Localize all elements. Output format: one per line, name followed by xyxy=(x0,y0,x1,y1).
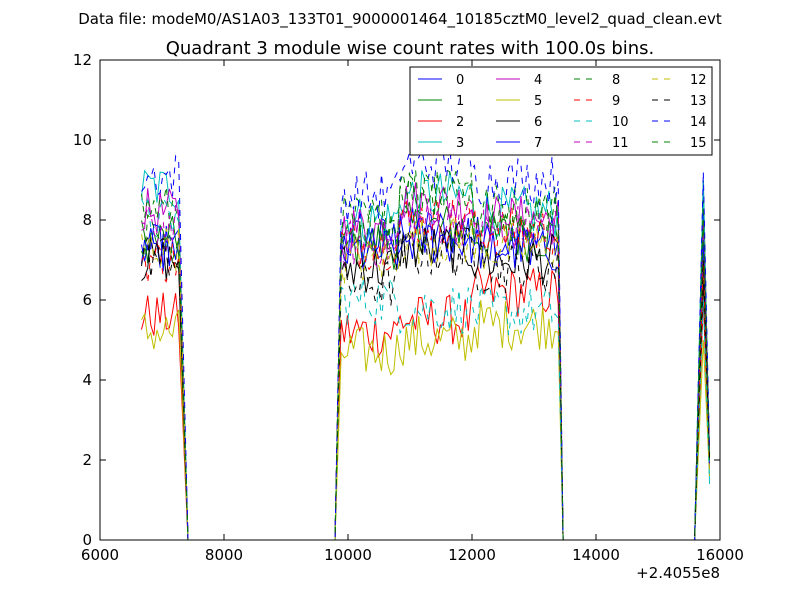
y-tick-label: 10 xyxy=(73,131,92,149)
series-line-6 xyxy=(141,220,710,541)
legend-label-7: 7 xyxy=(534,136,542,151)
legend-label-8: 8 xyxy=(612,73,620,88)
plot-area xyxy=(141,141,710,541)
x-tick-label: 16000 xyxy=(696,546,744,564)
y-tick-label: 12 xyxy=(73,51,92,69)
y-tick-label: 8 xyxy=(82,211,92,229)
series-line-10 xyxy=(141,196,710,541)
chart-title: Quadrant 3 module wise count rates with … xyxy=(166,38,655,59)
legend-label-1: 1 xyxy=(456,94,464,109)
series-line-0 xyxy=(141,207,710,541)
y-tick-label: 6 xyxy=(82,291,92,309)
legend-label-6: 6 xyxy=(534,115,542,130)
x-tick-label: 8000 xyxy=(205,546,243,564)
series-line-7 xyxy=(141,214,710,541)
legend-box xyxy=(409,66,713,156)
series-line-2 xyxy=(141,266,710,541)
legend-label-3: 3 xyxy=(456,136,464,151)
legend-label-2: 2 xyxy=(456,115,464,130)
series-line-14 xyxy=(141,141,710,541)
x-tick-label: 6000 xyxy=(81,546,119,564)
legend-label-4: 4 xyxy=(534,73,542,88)
series-line-3 xyxy=(141,169,710,541)
series-line-15 xyxy=(141,169,710,541)
x-tick-label: 10000 xyxy=(324,546,372,564)
series-line-12 xyxy=(141,215,710,541)
x-offset-label: +2.4055e8 xyxy=(636,564,720,582)
legend-label-12: 12 xyxy=(690,73,707,88)
x-tick-label: 12000 xyxy=(448,546,496,564)
legend-label-9: 9 xyxy=(612,94,620,109)
x-tick-label: 14000 xyxy=(572,546,620,564)
series-line-13 xyxy=(141,227,710,541)
legend-label-5: 5 xyxy=(534,94,542,109)
legend-label-11: 11 xyxy=(612,136,629,151)
y-tick-label: 0 xyxy=(82,531,92,549)
legend-label-13: 13 xyxy=(690,94,707,109)
y-tick-label: 2 xyxy=(82,451,92,469)
legend-label-10: 10 xyxy=(612,115,629,130)
y-tick-label: 4 xyxy=(82,371,92,389)
legend-label-15: 15 xyxy=(690,136,707,151)
series-line-5 xyxy=(141,300,710,541)
legend-label-0: 0 xyxy=(456,73,464,88)
data-file-title: Data file: modeM0/AS1A03_133T01_90000014… xyxy=(78,10,722,29)
series-line-8 xyxy=(141,170,710,541)
legend-label-14: 14 xyxy=(690,115,707,130)
